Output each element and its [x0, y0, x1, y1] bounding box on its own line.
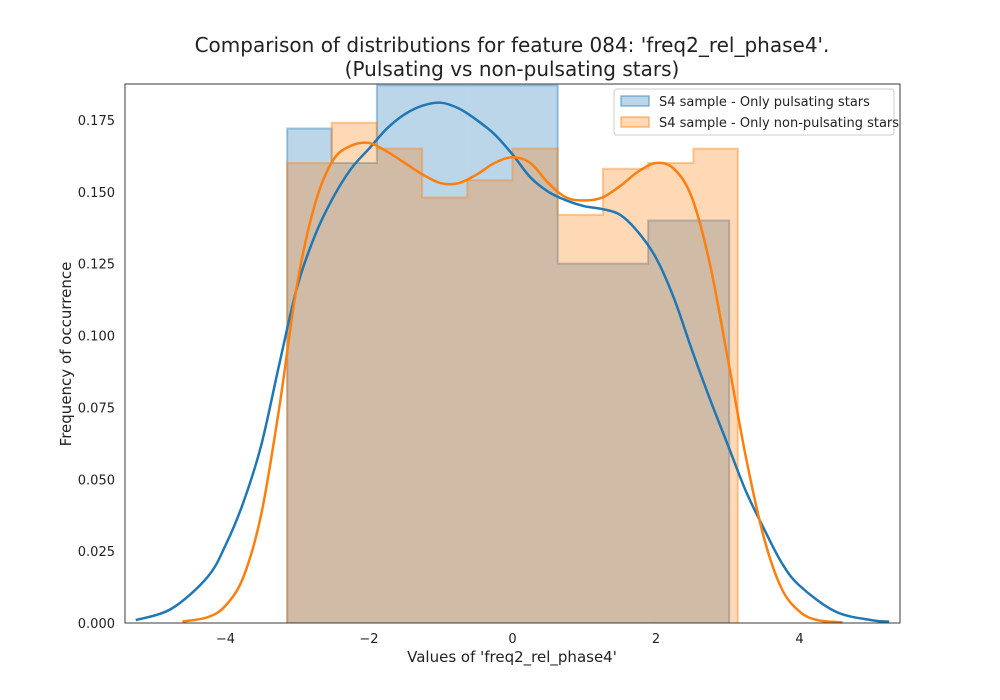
y-axis-label: Frequency of occurrence [57, 262, 75, 447]
y-tick-label: 0.150 [78, 186, 115, 201]
x-tick-label: 0 [508, 632, 516, 647]
plot-area-frame [124, 83, 901, 624]
y-tick-label: 0.000 [78, 617, 115, 632]
legend: S4 sample - Only pulsating stars S4 samp… [613, 88, 899, 136]
kde-line-pulsating [135, 101, 890, 623]
legend-swatch-non-pulsating [620, 116, 650, 128]
kde-line-non-pulsating [182, 141, 843, 624]
x-tick-label: −4 [216, 632, 235, 647]
hist-bar-non-pulsating [602, 168, 649, 623]
legend-label-pulsating: S4 sample - Only pulsating stars [659, 95, 870, 110]
hist-bar-non-pulsating [376, 148, 423, 623]
chart-title: Comparison of distributions for feature … [195, 33, 830, 57]
legend-frame [613, 88, 895, 136]
x-tick-label: −2 [359, 632, 378, 647]
x-axis-ticks: −4 −2 0 2 4 [216, 632, 804, 647]
y-tick-label: 0.100 [78, 330, 115, 345]
hist-bar-non-pulsating [467, 180, 513, 623]
chart-subtitle: (Pulsating vs non-pulsating stars) [345, 57, 680, 81]
legend-swatch-pulsating [620, 95, 650, 107]
y-tick-label: 0.075 [78, 401, 115, 416]
hist-bar-non-pulsating [287, 163, 332, 623]
kde-layer [135, 101, 890, 624]
y-tick-label: 0.050 [78, 473, 115, 488]
y-tick-label: 0.175 [78, 114, 115, 129]
hist-bar-non-pulsating [422, 197, 468, 624]
legend-label-non-pulsating: S4 sample - Only non-pulsating stars [659, 116, 899, 131]
hist-bar-non-pulsating [557, 214, 603, 623]
hist-outline-pulsating [286, 84, 731, 623]
hist-bar-pulsating [287, 128, 332, 624]
y-axis-ticks: 0.000 0.025 0.050 0.075 0.100 0.125 0.150 0.175 [78, 114, 115, 632]
hist-bar-non-pulsating [648, 163, 694, 623]
hist-bar-non-pulsating [512, 148, 558, 623]
x-tick-label: 4 [795, 632, 803, 647]
hist-bar-pulsating [331, 163, 377, 623]
y-tick-label: 0.025 [78, 545, 115, 560]
hist-bar-non-pulsating [331, 122, 377, 624]
x-tick-label: 2 [652, 632, 660, 647]
x-axis-label: Values of 'freq2_rel_phase4' [407, 648, 617, 667]
hist-bar-pulsating [557, 263, 649, 623]
hist-outline-non-pulsating [286, 121, 739, 623]
y-tick-label: 0.125 [78, 258, 115, 273]
